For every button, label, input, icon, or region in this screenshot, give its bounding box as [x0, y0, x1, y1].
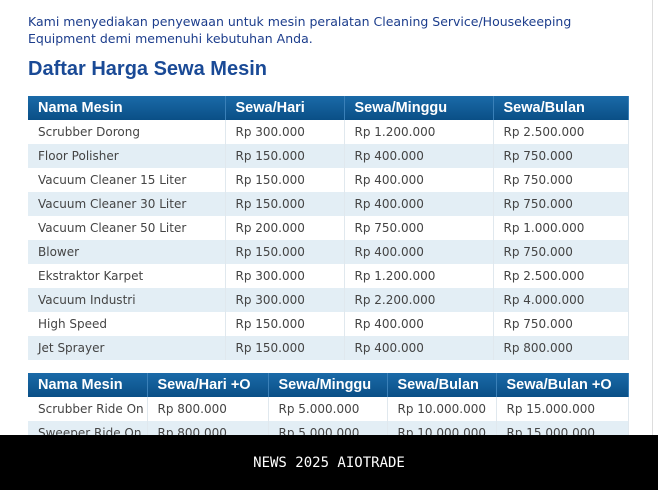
table-cell: Rp 750.000 — [493, 192, 629, 216]
table-cell: Rp 300.000 — [225, 264, 345, 288]
table-cell: Rp 400.000 — [344, 168, 494, 192]
column-header: Sewa/Hari — [225, 96, 345, 120]
table-cell: Rp 150.000 — [225, 336, 345, 360]
table-cell: Rp 800.000 — [493, 336, 629, 360]
table-cell: Blower — [28, 240, 226, 264]
table-cell: Scrubber Dorong — [28, 120, 226, 144]
table-row: Vacuum Cleaner 50 Liter Rp 200.000 Rp 750.… — [28, 216, 629, 240]
table-cell: Rp 15.000.000 — [496, 397, 629, 421]
table-cell: Vacuum Cleaner 50 Liter — [28, 216, 226, 240]
table-cell: Rp 400.000 — [344, 336, 494, 360]
table-row: Vacuum Industri Rp 300.000 Rp 2.200.000 Rp … — [28, 288, 629, 312]
table-cell: Rp 200.000 — [225, 216, 345, 240]
table-cell: Rp 150.000 — [225, 312, 345, 336]
header-row: Nama Mesin Sewa/Hari Sewa/Minggu Sewa/Bulan — [28, 96, 629, 120]
table-cell: Rp 150.000 — [225, 168, 345, 192]
table-row: Scrubber Ride On Rp 800.000 Rp 5.000.000 Rp… — [28, 397, 629, 421]
table-cell: Rp 400.000 — [344, 240, 494, 264]
table-cell: Rp 750.000 — [493, 240, 629, 264]
table-cell: Rp 150.000 — [225, 240, 345, 264]
table-cell: Rp 2.200.000 — [344, 288, 494, 312]
column-header: Sewa/Minggu — [344, 96, 494, 120]
table-row: Blower Rp 150.000 Rp 400.000 Rp 750.000 — [28, 240, 629, 264]
table-cell: Vacuum Cleaner 15 Liter — [28, 168, 226, 192]
table-row: Jet Sprayer Rp 150.000 Rp 400.000 Rp 800.00… — [28, 336, 629, 360]
table-cell: Vacuum Industri — [28, 288, 226, 312]
table-cell: Vacuum Cleaner 30 Liter — [28, 192, 226, 216]
table-cell: Rp 150.000 — [225, 192, 345, 216]
table-cell: Rp 1.000.000 — [493, 216, 629, 240]
column-header: Nama Mesin — [28, 96, 226, 120]
table-cell: Rp 1.200.000 — [344, 120, 494, 144]
table-cell: Rp 400.000 — [344, 192, 494, 216]
table-cell: Floor Polisher — [28, 144, 226, 168]
table-cell: Jet Sprayer — [28, 336, 226, 360]
table-cell: Rp 750.000 — [493, 168, 629, 192]
table-cell: Ekstraktor Karpet — [28, 264, 226, 288]
table-cell: Rp 5.000.000 — [268, 397, 388, 421]
column-header: Sewa/Hari +O — [147, 373, 269, 397]
column-header: Sewa/Minggu — [268, 373, 388, 397]
table-row: Scrubber Dorong Rp 300.000 Rp 1.200.000 Rp … — [28, 120, 629, 144]
column-header: Sewa/Bulan — [493, 96, 629, 120]
table-cell: Rp 150.000 — [225, 144, 345, 168]
banner: NEWS 2025 AIOTRADE — [0, 435, 658, 490]
table-cell: Rp 750.000 — [493, 312, 629, 336]
table-cell: Rp 800.000 — [147, 397, 269, 421]
column-header: Nama Mesin — [28, 373, 148, 397]
header-row: Nama Mesin Sewa/Hari +O Sewa/Minggu Sewa/Bu… — [28, 373, 629, 397]
table-cell: Rp 300.000 — [225, 288, 345, 312]
table-cell: Rp 2.500.000 — [493, 264, 629, 288]
table-cell: Rp 2.500.000 — [493, 120, 629, 144]
scrollbar-edge — [652, 0, 653, 435]
table-cell: Rp 750.000 — [493, 144, 629, 168]
table-cell: Rp 4.000.000 — [493, 288, 629, 312]
table-cell: Rp 1.200.000 — [344, 264, 494, 288]
table-cell: Rp 400.000 — [344, 144, 494, 168]
table-row: Vacuum Cleaner 15 Liter Rp 150.000 Rp 400.… — [28, 168, 629, 192]
table-cell: High Speed — [28, 312, 226, 336]
price-table: Nama Mesin Sewa/Hari Sewa/Minggu Sewa/Bulan… — [28, 96, 629, 360]
column-header: Sewa/Bulan +O — [496, 373, 629, 397]
table-cell: Rp 10.000.000 — [387, 397, 497, 421]
intro-text: Kami menyediakan penyewaan untuk mesin p… — [28, 14, 572, 46]
table-cell: Scrubber Ride On — [28, 397, 148, 421]
table-cell: Rp 300.000 — [225, 120, 345, 144]
column-header: Sewa/Bulan — [387, 373, 497, 397]
heading: Daftar Harga Sewa Mesin — [28, 58, 267, 80]
table-row: Ekstraktor Karpet Rp 300.000 Rp 1.200.000 R… — [28, 264, 629, 288]
table-row: High Speed Rp 150.000 Rp 400.000 Rp 750.000 — [28, 312, 629, 336]
table-row: Vacuum Cleaner 30 Liter Rp 150.000 Rp 400.… — [28, 192, 629, 216]
table-row: Floor Polisher Rp 150.000 Rp 400.000 Rp 750… — [28, 144, 629, 168]
table-cell: Rp 750.000 — [344, 216, 494, 240]
table-cell: Rp 400.000 — [344, 312, 494, 336]
